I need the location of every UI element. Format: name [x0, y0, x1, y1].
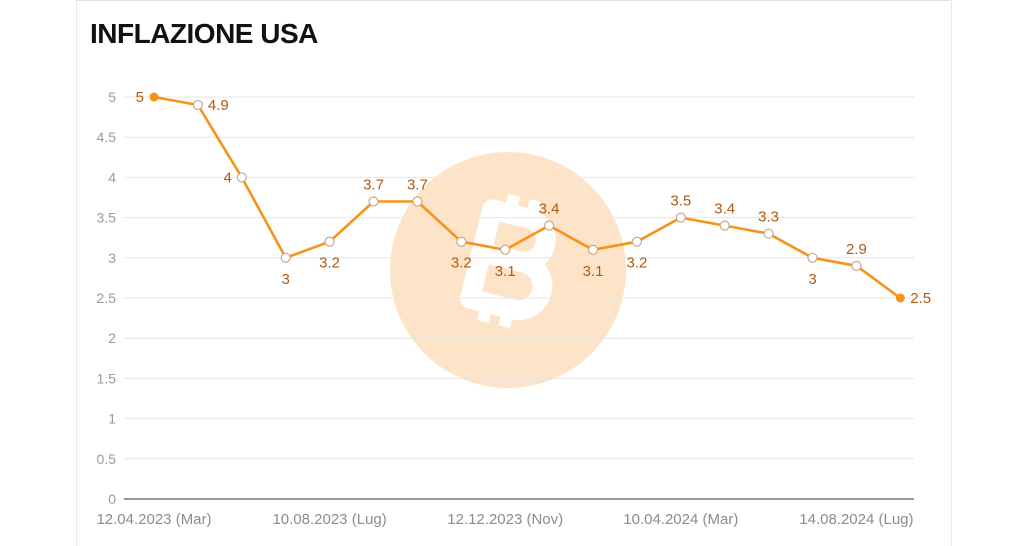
y-tick-label: 4 [108, 169, 116, 185]
data-point [412, 196, 423, 207]
x-tick-label: 10.08.2023 (Lug) [272, 511, 386, 528]
data-label: 3.3 [758, 209, 779, 226]
data-point [324, 236, 335, 247]
data-point [149, 92, 159, 102]
data-point [280, 252, 291, 263]
data-label: 2.5 [910, 290, 931, 307]
chart-title: INFLAZIONE USA [90, 18, 318, 49]
y-tick-label: 0.5 [97, 451, 117, 467]
data-point [500, 244, 511, 255]
y-tick-label: 3.5 [97, 210, 117, 226]
data-label: 4.9 [208, 97, 229, 114]
series-line [152, 95, 902, 300]
data-label: 3.4 [714, 201, 735, 218]
x-tick-label: 10.04.2024 (Mar) [623, 511, 738, 528]
data-label: 3.2 [451, 255, 472, 272]
axes: 0 0.5 1 1.5 2 2.5 3 3.5 4 4.5 5 12.04.2023 (Mar) 10.… [96, 89, 914, 528]
y-tick-label: 0 [108, 491, 116, 507]
y-tick-label: 5 [108, 89, 116, 105]
series-polyline [152, 95, 902, 300]
data-label: 3.1 [583, 263, 604, 280]
data-labels: 5 4.9 4 3 3.2 3.7 3.7 3.2 3.1 3.4 3.1 3.2 3.5 3.4 3.3 3… [136, 89, 932, 307]
y-tick-label: 2.5 [97, 290, 117, 306]
data-label: 3.7 [407, 177, 428, 194]
data-point [368, 196, 379, 207]
data-label: 3.1 [495, 263, 516, 280]
data-point [587, 244, 599, 255]
data-point [543, 220, 555, 231]
data-point [236, 172, 247, 183]
x-tick-label: 12.04.2023 (Mar) [96, 511, 211, 528]
data-point [675, 212, 686, 223]
bitcoin-logo-icon [390, 152, 626, 388]
data-point [456, 236, 467, 247]
data-point [192, 99, 203, 111]
data-point [719, 220, 730, 231]
data-label: 3.5 [670, 193, 691, 210]
y-tick-label: 4.5 [97, 129, 117, 145]
grid [124, 96, 914, 460]
data-label: 3.2 [626, 255, 647, 272]
data-label: 5 [136, 89, 144, 106]
data-label: 3.7 [363, 177, 384, 194]
data-point [763, 228, 774, 239]
x-tick-label: 14.08.2024 (Lug) [799, 511, 913, 528]
x-tick-label: 12.12.2023 (Nov) [447, 511, 563, 528]
data-label: 2.9 [846, 241, 867, 258]
data-label: 3 [282, 271, 290, 288]
y-tick-label: 2 [108, 330, 116, 346]
data-point [895, 293, 905, 303]
data-label: 3.4 [539, 201, 560, 218]
data-label: 3 [808, 271, 816, 288]
data-point [851, 260, 862, 271]
data-point [631, 236, 643, 247]
y-tick-label: 1 [108, 411, 116, 427]
data-points [149, 92, 905, 303]
data-point [807, 252, 818, 263]
y-tick-label: 3 [108, 250, 116, 266]
data-label: 4 [223, 169, 231, 186]
y-tick-label: 1.5 [97, 370, 117, 386]
top-divider [76, 0, 950, 1]
data-label: 3.2 [319, 255, 340, 272]
